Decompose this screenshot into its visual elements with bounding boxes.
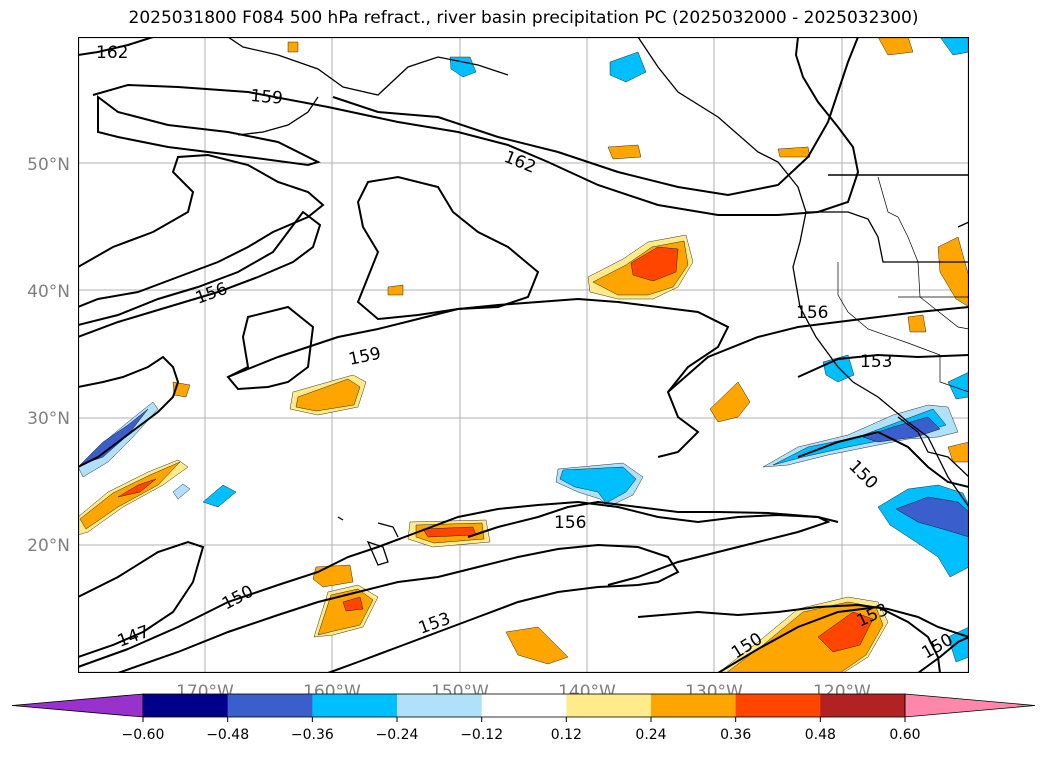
contour-150-se xyxy=(917,636,969,673)
colorbar-extension-high xyxy=(904,693,1036,718)
colorbar-segment xyxy=(820,694,906,717)
lat-tick-50n: 50°N xyxy=(27,155,70,175)
contour-label-9: 156 xyxy=(554,513,586,533)
colorbar-tick-label: −0.24 xyxy=(376,727,419,743)
coastlines xyxy=(227,37,969,566)
colorbar-tick-label: −0.36 xyxy=(291,727,334,743)
contour-162-mid xyxy=(332,37,859,197)
contour-label-6: 156 xyxy=(796,303,828,323)
colorbar-extension-low xyxy=(11,693,144,718)
contour-153-lower xyxy=(117,543,680,673)
contour-label-1: 162 xyxy=(96,43,128,63)
contour-153-right xyxy=(797,353,969,378)
colorbar-tick-label: 0.36 xyxy=(720,727,751,743)
colorbar-tick-label: 0.60 xyxy=(889,727,920,743)
colorbar: −0.60 −0.48 −0.36 −0.24 −0.12 0.12 0.24 0.36 0.4… xyxy=(11,693,1036,743)
precipitation-anomaly-fills xyxy=(78,37,969,673)
colorbar-tick-label: 0.12 xyxy=(551,727,582,743)
contour-inner-loop xyxy=(356,175,540,321)
contour-lines xyxy=(78,37,969,673)
lat-tick-20n: 20°N xyxy=(27,536,70,556)
contour-150-right xyxy=(797,430,969,488)
contour-156-lower xyxy=(467,500,831,586)
contour-159-north xyxy=(92,37,860,216)
colorbar-segment xyxy=(227,694,313,717)
colorbar-segment xyxy=(566,694,652,717)
colorbar-segment xyxy=(651,694,737,717)
contour-150-lower xyxy=(78,500,839,668)
colorbar-tick-label: 0.48 xyxy=(805,727,836,743)
map-title: 2025031800 F084 500 hPa refract., river … xyxy=(128,8,919,28)
colorbar-tick-label: 0.24 xyxy=(635,727,666,743)
contour-159-loop-left xyxy=(97,95,321,167)
colorbar-segment xyxy=(312,694,398,717)
contour-147-lower xyxy=(78,540,205,658)
contour-156-right xyxy=(667,306,969,393)
contour-labels: 162 159 162 156 159 156 153 150 156 150 … xyxy=(96,43,957,663)
colorbar-ticks: −0.60 −0.48 −0.36 −0.24 −0.12 0.12 0.24 0.36 0.4… xyxy=(122,717,921,743)
colorbar-tick-label: −0.60 xyxy=(122,727,165,743)
map-panel: 162 159 162 156 159 156 153 150 156 150 … xyxy=(78,37,969,673)
contour-150-lower-right xyxy=(717,605,941,673)
contour-153-lower-right xyxy=(637,603,969,638)
colorbar-tick-label: −0.48 xyxy=(206,727,249,743)
contour-156-long xyxy=(78,210,322,338)
colorbar-segments xyxy=(11,693,1036,718)
colorbar-segment xyxy=(735,694,821,717)
contour-156-outer xyxy=(78,153,325,308)
colorbar-tick-label: −0.12 xyxy=(460,727,503,743)
contour-label-2: 159 xyxy=(250,86,284,109)
contour-159-interior xyxy=(227,297,730,458)
contour-162-west xyxy=(78,37,154,56)
colorbar-segment xyxy=(481,694,567,717)
colorbar-segment xyxy=(143,694,229,717)
contour-150-left xyxy=(78,355,180,468)
contour-label-7: 153 xyxy=(860,352,892,372)
contour-159-bend xyxy=(226,305,315,391)
lat-tick-40n: 40°N xyxy=(27,282,70,302)
axis-labels: 50°N 40°N 30°N 20°N 170°W 160°W 150°W 14… xyxy=(27,155,871,700)
gridlines xyxy=(78,37,969,673)
lat-tick-30n: 30°N xyxy=(27,409,70,429)
colorbar-segment xyxy=(397,694,483,717)
